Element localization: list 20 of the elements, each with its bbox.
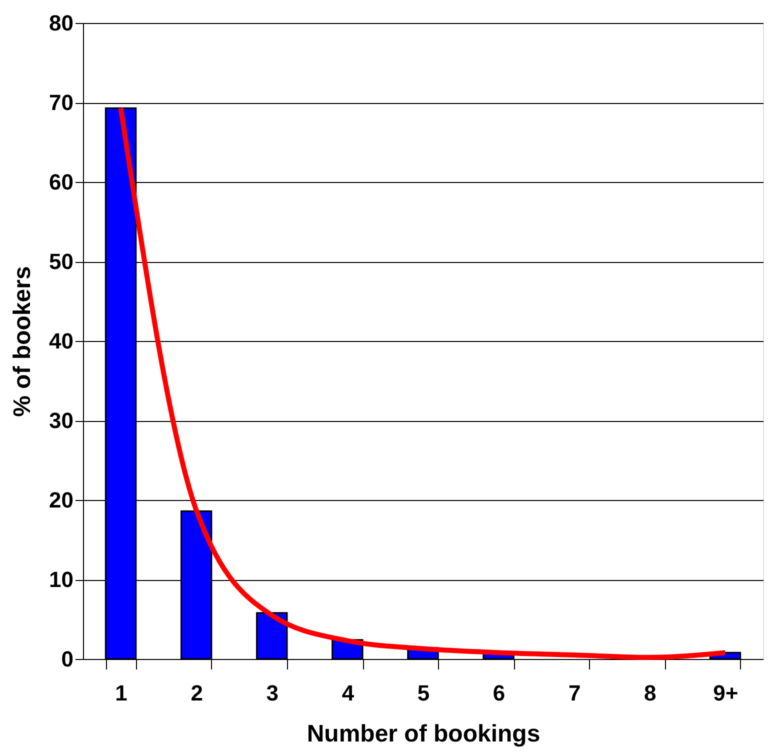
y-tick-label: 20: [49, 488, 74, 512]
y-tick-label: 80: [49, 10, 74, 36]
x-tick-label: 7: [568, 680, 581, 706]
x-tick-label: 2: [190, 680, 203, 706]
x-tick-label: 9+: [713, 680, 738, 706]
x-tick-label: 3: [266, 680, 279, 706]
y-tick-label: 60: [49, 170, 74, 194]
x-tick-label: 5: [417, 680, 430, 706]
x-tick-label: 1: [115, 680, 128, 706]
x-tick-label: 4: [342, 680, 355, 706]
x-tick-label: 8: [644, 680, 656, 706]
y-axis-title: % of bookers: [9, 266, 36, 417]
y-tick-label: 40: [49, 328, 74, 354]
y-tick-label: 50: [49, 249, 74, 274]
y-tick-label: 10: [49, 567, 74, 592]
y-tick-label: 70: [49, 90, 74, 115]
x-axis-title: Number of bookings: [306, 720, 540, 748]
x-tick-label: 6: [492, 680, 506, 706]
y-tick-label: 0: [61, 646, 74, 672]
y-tick-label: 30: [49, 408, 74, 433]
